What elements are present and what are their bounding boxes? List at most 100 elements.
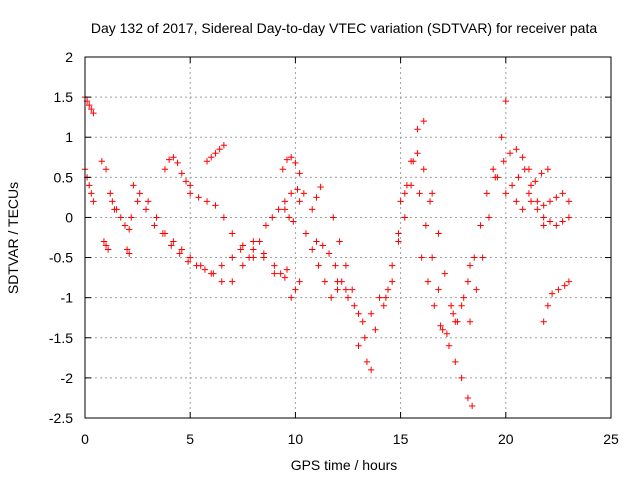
data-point xyxy=(403,182,411,189)
data-point xyxy=(414,126,421,133)
data-point xyxy=(342,286,350,293)
data-point xyxy=(187,190,194,197)
data-point xyxy=(269,214,276,221)
x-axis-title: GPS time / hours xyxy=(291,457,398,473)
data-point xyxy=(325,250,333,257)
data-point xyxy=(443,330,451,337)
data-point xyxy=(178,170,185,177)
data-point xyxy=(229,278,236,285)
y-tick-label: -1.5 xyxy=(49,330,73,346)
series-arc-f xyxy=(123,246,133,257)
data-point xyxy=(107,190,114,197)
data-point xyxy=(218,262,225,269)
data-point xyxy=(452,358,459,366)
data-point xyxy=(437,322,444,329)
data-point xyxy=(342,262,350,269)
data-point xyxy=(239,262,246,269)
data-point xyxy=(151,222,158,229)
series-arc-e xyxy=(109,198,135,233)
x-tick-label: 15 xyxy=(393,431,409,447)
data-point xyxy=(527,198,535,205)
data-point xyxy=(431,302,438,309)
data-point xyxy=(281,206,289,213)
data-point xyxy=(532,178,539,185)
data-point xyxy=(86,182,93,189)
x-tick-label: 5 xyxy=(186,431,194,447)
chart-title: Day 132 of 2017, Sidereal Day-to-day VTE… xyxy=(91,20,598,36)
data-point xyxy=(460,294,467,301)
data-point xyxy=(176,250,183,257)
data-point xyxy=(395,230,402,237)
data-point xyxy=(130,182,137,189)
data-point xyxy=(98,158,106,165)
x-tick-label: 10 xyxy=(288,431,304,447)
data-point xyxy=(519,154,526,161)
data-point xyxy=(414,150,421,157)
data-point xyxy=(90,109,97,117)
data-point xyxy=(534,198,541,205)
data-point xyxy=(203,198,211,205)
data-point xyxy=(182,178,190,185)
data-point xyxy=(174,159,181,167)
y-tick-label: 1 xyxy=(65,129,73,145)
data-point xyxy=(88,105,95,113)
data-point xyxy=(435,230,442,237)
series-arc-h xyxy=(134,198,217,277)
data-point xyxy=(250,246,257,253)
data-point xyxy=(218,278,225,285)
data-point xyxy=(125,250,133,257)
data-point xyxy=(445,342,453,349)
data-point xyxy=(275,206,282,213)
data-point xyxy=(109,198,116,205)
data-point xyxy=(548,290,556,297)
data-point xyxy=(290,218,297,225)
data-point xyxy=(559,190,566,197)
series-arc-q xyxy=(287,278,303,301)
series-arc-s xyxy=(302,230,341,301)
data-point xyxy=(208,154,215,161)
data-point xyxy=(212,150,219,157)
series-arc-j xyxy=(203,142,228,165)
data-point xyxy=(477,222,484,229)
data-point xyxy=(359,318,366,325)
data-point xyxy=(292,286,299,293)
data-point xyxy=(281,198,289,205)
data-point xyxy=(321,278,329,285)
data-point xyxy=(134,198,141,205)
data-point xyxy=(317,183,324,191)
series-arc-ad xyxy=(452,166,497,325)
data-point xyxy=(319,242,326,249)
data-point xyxy=(220,142,228,149)
data-point xyxy=(271,270,278,277)
data-point xyxy=(388,278,396,285)
series-arc-z xyxy=(397,158,442,293)
data-point xyxy=(544,302,552,309)
data-point xyxy=(187,254,194,261)
data-point xyxy=(142,206,150,213)
data-point xyxy=(513,198,520,205)
series-arc-k xyxy=(187,190,253,261)
data-point xyxy=(424,278,432,285)
data-point xyxy=(117,214,124,221)
x-tick-label: 0 xyxy=(81,431,89,447)
data-point xyxy=(494,174,501,181)
data-point xyxy=(294,186,301,193)
data-point xyxy=(203,158,211,165)
data-point xyxy=(239,242,246,249)
series-arc-ag xyxy=(502,166,547,221)
data-point xyxy=(384,286,392,293)
data-point xyxy=(540,214,547,221)
data-point xyxy=(544,166,552,173)
data-point xyxy=(128,214,135,221)
series-arc-u xyxy=(330,214,375,374)
series-arc-b xyxy=(81,166,97,205)
data-point xyxy=(220,214,228,221)
data-point xyxy=(538,170,545,177)
series-arc-ai xyxy=(527,190,573,213)
data-point xyxy=(559,218,566,225)
data-markers xyxy=(81,93,573,410)
data-point xyxy=(102,242,110,249)
series-arc-p xyxy=(281,190,308,225)
data-point xyxy=(561,282,568,289)
